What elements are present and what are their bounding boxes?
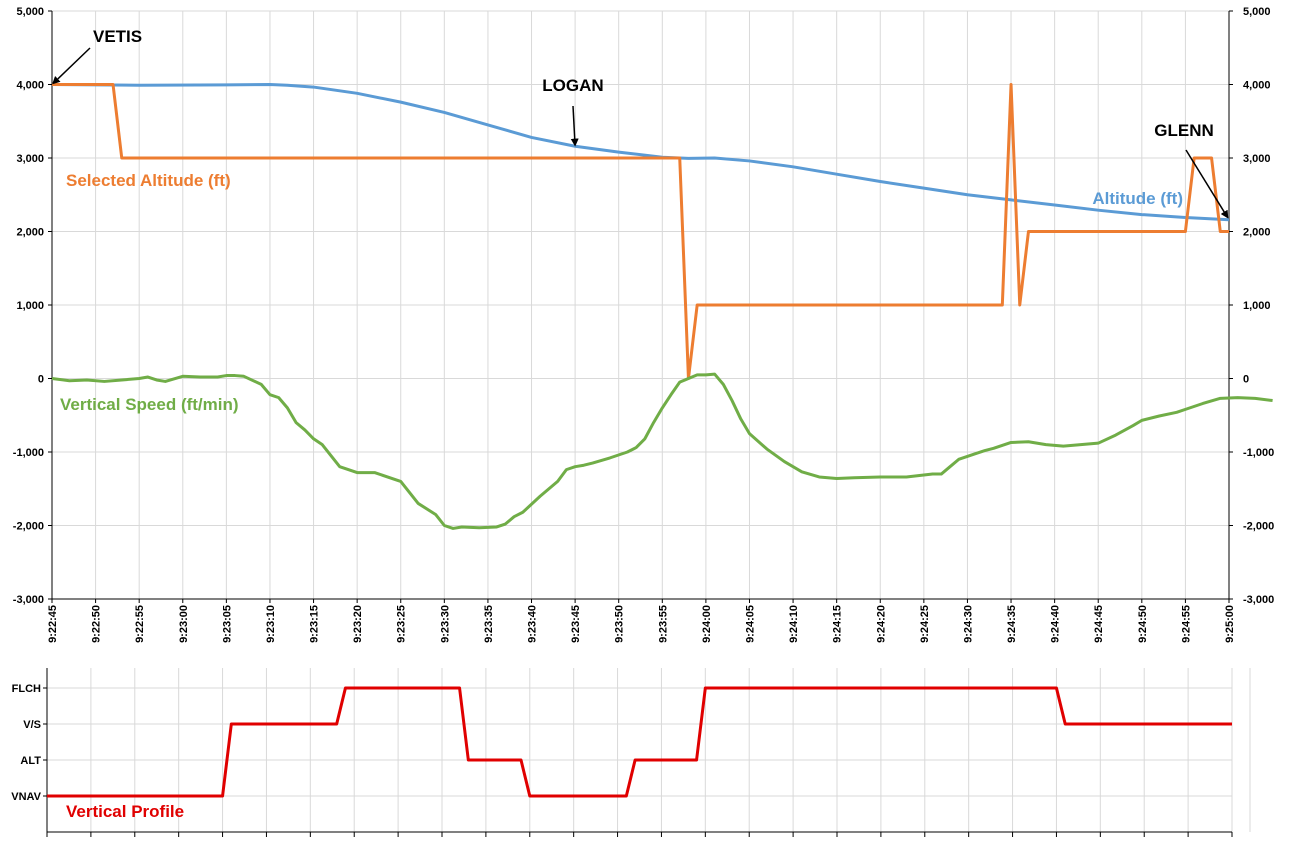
x-tick-label: 9:24:50: [1137, 605, 1149, 643]
left-y-tick-label: 5,000: [16, 6, 44, 18]
x-tick-label: 9:24:20: [875, 605, 887, 643]
bottom-y-tick-labels: VNAV ALT V/S FLCH: [11, 683, 47, 803]
x-tick-label: 9:23:20: [352, 605, 364, 643]
x-tick-label: 9:23:25: [396, 605, 408, 643]
y-tick-labels: 5,000 5,000 4,000 4,000 3,000 3,000 2,000 2,000…: [13, 6, 1274, 606]
left-y-tick-label: 1,000: [16, 300, 44, 312]
left-y-tick-label: 3,000: [16, 153, 44, 165]
x-tick-label: 9:24:55: [1180, 605, 1192, 643]
annotation-label-glenn: GLENN: [1154, 121, 1214, 140]
x-tick-label: 9:22:50: [91, 605, 103, 643]
right-y-tick-label: 0: [1243, 374, 1249, 386]
left-y-tick-label: -2,000: [13, 521, 44, 533]
series-line-altitude-ft: [51, 83, 1230, 222]
annotations: VETIS LOGAN GLENN: [52, 27, 1229, 219]
x-tick-label: 9:24:35: [1006, 605, 1018, 643]
bottom-y-tick-label: V/S: [23, 719, 41, 731]
left-y-tick-label: 2,000: [16, 227, 44, 239]
x-tick-label: 9:24:30: [962, 605, 974, 643]
left-y-tick-label: -1,000: [13, 447, 44, 459]
x-tick-label: 9:23:55: [657, 605, 669, 643]
annotation-arrow-glenn: [1185, 149, 1229, 219]
right-y-tick-label: 3,000: [1243, 153, 1271, 165]
x-tick-label: 9:24:25: [919, 605, 931, 643]
bottom-x-tick-marks: [46, 832, 1233, 837]
bottom-y-tick-label: VNAV: [11, 791, 41, 803]
x-tick-label: 9:23:30: [439, 605, 451, 643]
x-tick-label: 9:24:40: [1050, 605, 1062, 643]
annotation-label-logan: LOGAN: [542, 76, 603, 95]
x-tick-labels: 9:22:45 9:22:50 9:22:55 9:23:00 9:23:05 9:23:…: [47, 599, 1236, 643]
x-tick-label: 9:25:00: [1224, 605, 1236, 643]
x-tick-label: 9:23:10: [265, 605, 277, 643]
bottom-y-tick-label: ALT: [20, 755, 41, 767]
x-tick-label: 9:24:45: [1093, 605, 1105, 643]
annotation-arrow-logan: [570, 105, 579, 147]
x-tick-label: 9:23:00: [178, 605, 190, 643]
right-y-tick-label: -1,000: [1243, 447, 1274, 459]
x-tick-label: 9:22:45: [47, 605, 59, 643]
x-tick-label: 9:23:35: [483, 605, 495, 643]
x-tick-label: 9:22:55: [134, 605, 146, 643]
x-tick-label: 9:24:10: [788, 605, 800, 643]
right-y-tick-label: 5,000: [1243, 6, 1271, 18]
right-y-tick-label: 2,000: [1243, 227, 1271, 239]
right-y-tick-label: -3,000: [1243, 594, 1274, 606]
x-tick-label: 9:23:05: [221, 605, 233, 643]
left-y-tick-label: 4,000: [16, 80, 44, 92]
left-y-tick-label: -3,000: [13, 594, 44, 606]
right-y-tick-label: 4,000: [1243, 80, 1271, 92]
vertical-profile-label: Vertical Profile: [66, 802, 184, 821]
top-gridlines: [51, 10, 1230, 600]
x-tick-label: 9:23:45: [570, 605, 582, 643]
right-y-tick-label: 1,000: [1243, 300, 1271, 312]
annotation-label-vetis: VETIS: [93, 27, 142, 46]
vertical-speed-label: Vertical Speed (ft/min): [60, 395, 239, 414]
x-tick-label: 9:23:40: [527, 605, 539, 643]
series-line-vertical-speed-ft-min: [51, 372, 1273, 530]
bottom-y-tick-label: FLCH: [12, 683, 41, 695]
top-series: [51, 83, 1273, 530]
series-line-vertical-profile: [47, 686, 1232, 798]
annotation-arrow-vetis: [52, 47, 91, 85]
right-y-tick-label: -2,000: [1243, 521, 1274, 533]
x-tick-label: 9:24:15: [832, 605, 844, 643]
selected-altitude-label: Selected Altitude (ft): [66, 171, 231, 190]
x-tick-label: 9:23:50: [614, 605, 626, 643]
x-tick-label: 9:24:05: [744, 605, 756, 643]
altitude-label: Altitude (ft): [1092, 189, 1183, 208]
x-tick-label: 9:23:15: [309, 605, 321, 643]
x-tick-label: 9:24:00: [701, 605, 713, 643]
left-y-tick-label: 0: [38, 374, 44, 386]
series-line-selected-altitude-ft: [52, 83, 1229, 380]
